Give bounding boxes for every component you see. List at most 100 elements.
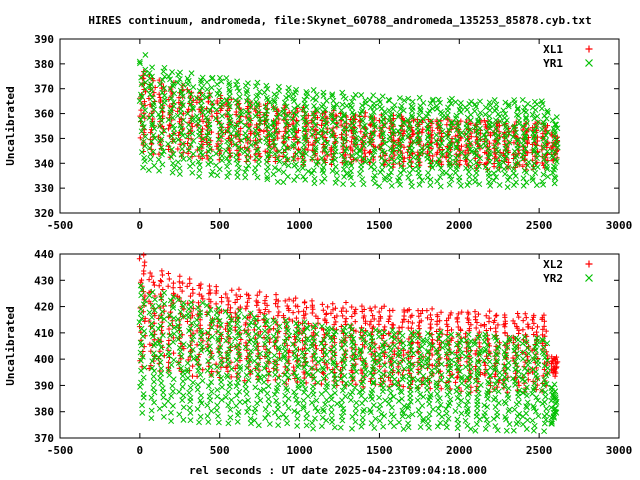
- data-point: [415, 407, 422, 414]
- data-point: [313, 313, 319, 319]
- data-point: [141, 143, 148, 150]
- data-point: [416, 411, 423, 418]
- data-point: [301, 118, 308, 125]
- data-point: [165, 398, 172, 405]
- data-point: [200, 367, 206, 373]
- data-point: [161, 127, 168, 134]
- data-point: [206, 107, 213, 114]
- data-point: [473, 146, 480, 153]
- data-point: [180, 404, 187, 411]
- data-point: [180, 378, 186, 385]
- data-point: [197, 322, 203, 328]
- data-point: [170, 350, 177, 356]
- data-point: [302, 176, 309, 183]
- data-point: [187, 384, 194, 391]
- data-point: [359, 414, 366, 421]
- data-point: [342, 319, 348, 325]
- data-point: [242, 169, 248, 176]
- data-point: [243, 108, 250, 115]
- data-point: [187, 409, 194, 416]
- data-point: [170, 315, 177, 322]
- data-point: [262, 306, 268, 313]
- data-point: [341, 351, 347, 357]
- data-point: [425, 424, 432, 431]
- data-point: [161, 92, 168, 99]
- data-point: [349, 304, 355, 310]
- data-point: [247, 142, 254, 149]
- data-point: [165, 126, 172, 132]
- data-point: [419, 177, 426, 184]
- data-point: [427, 312, 434, 318]
- data-point: [319, 414, 326, 421]
- data-point: [301, 142, 308, 148]
- data-point: [443, 170, 449, 176]
- data-point: [386, 125, 392, 131]
- data-point: [487, 182, 494, 189]
- data-point: [531, 160, 538, 167]
- data-point: [136, 256, 143, 262]
- data-point: [454, 425, 461, 432]
- data-point: [264, 176, 271, 183]
- data-point: [541, 141, 548, 148]
- data-point: [303, 104, 310, 110]
- data-point: [414, 124, 421, 131]
- data-point: [522, 133, 529, 140]
- data-point: [496, 123, 503, 129]
- data-point: [420, 126, 426, 132]
- data-point: [330, 97, 337, 104]
- data-point: [257, 289, 263, 295]
- data-point: [244, 156, 251, 163]
- data-point: [385, 161, 392, 168]
- data-point: [390, 128, 397, 135]
- data-point: [534, 324, 541, 330]
- data-point: [190, 84, 197, 90]
- data-point: [236, 93, 243, 100]
- data-point: [513, 179, 520, 186]
- data-point: [446, 150, 453, 157]
- data-point: [481, 402, 488, 409]
- data-point: [543, 115, 550, 122]
- data-point: [308, 170, 315, 177]
- data-point: [176, 171, 183, 178]
- data-point: [318, 155, 325, 162]
- data-point: [204, 413, 211, 420]
- data-point: [448, 100, 454, 107]
- data-point: [405, 131, 412, 137]
- data-point: [502, 312, 508, 318]
- data-point: [497, 149, 503, 156]
- data-point: [148, 130, 154, 136]
- data-point: [286, 296, 292, 302]
- data-point: [333, 319, 339, 325]
- data-point: [399, 324, 405, 330]
- data-point: [322, 129, 329, 136]
- data-point: [420, 143, 426, 149]
- plot-panel-top: -500 0 500 1000 1500 2000 2500 3000320330340350…: [4, 33, 632, 232]
- data-point: [448, 120, 455, 127]
- data-point: [208, 171, 215, 178]
- data-point: [538, 105, 545, 112]
- data-point: [290, 141, 297, 147]
- data-point: [522, 145, 529, 152]
- data-point: [198, 392, 205, 399]
- data-point: [465, 331, 472, 338]
- data-point: [447, 396, 454, 403]
- data-point: [266, 401, 273, 408]
- data-point: [366, 149, 373, 155]
- data-point: [486, 150, 493, 156]
- data-point: [504, 177, 511, 183]
- data-point: [391, 140, 398, 146]
- data-point: [165, 283, 171, 289]
- data-point: [223, 147, 229, 154]
- data-point: [511, 123, 518, 130]
- y-tick-label: 340: [34, 157, 54, 170]
- data-point: [458, 143, 465, 149]
- data-point: [148, 314, 155, 321]
- data-point: [233, 121, 240, 128]
- data-point: [349, 181, 356, 188]
- data-point: [291, 125, 298, 132]
- data-point: [149, 273, 155, 279]
- data-point: [187, 417, 194, 424]
- data-point: [467, 146, 474, 153]
- data-point: [270, 119, 277, 126]
- data-point: [136, 98, 143, 104]
